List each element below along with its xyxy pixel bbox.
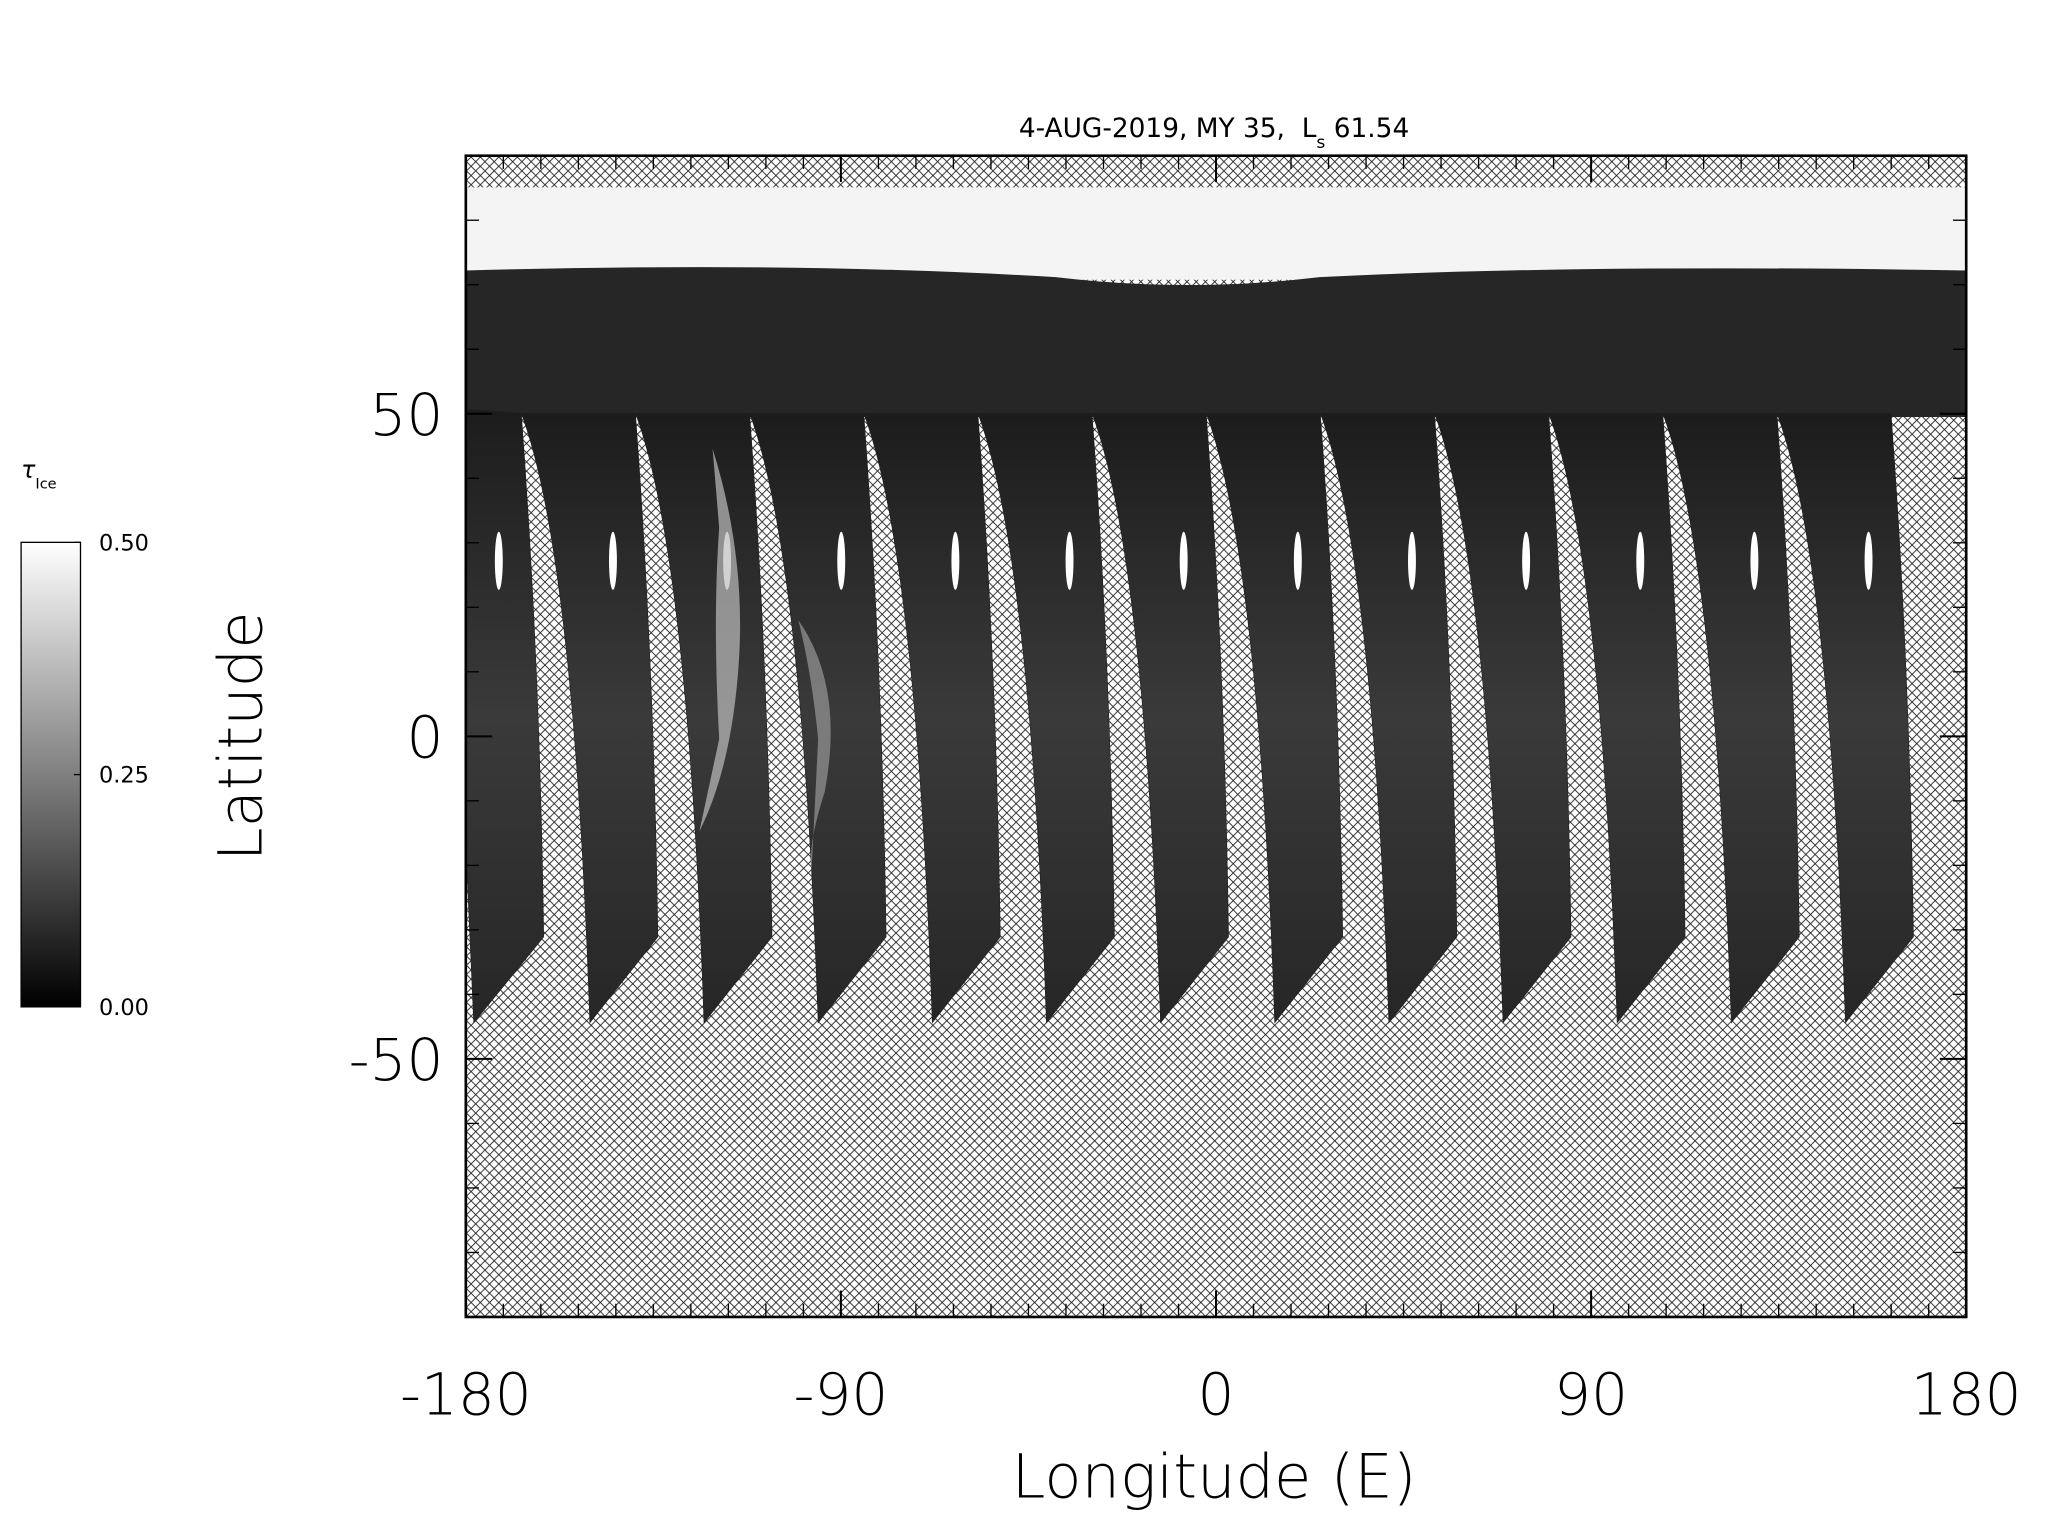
y-tick-label: 50 (370, 381, 444, 449)
bright-cloud (798, 620, 831, 871)
bright-cloud (699, 448, 741, 832)
swath-hole (1408, 531, 1416, 590)
colorbar-symbol: τ (21, 456, 36, 484)
x-tick-label: -180 (400, 1361, 532, 1429)
swath-hole (837, 531, 846, 590)
swath (520, 412, 659, 1024)
colorbar-tick-label: 0.25 (99, 763, 149, 789)
swath (1662, 412, 1800, 1024)
swath (1319, 412, 1458, 1024)
y-axis-title: Latitude (206, 611, 276, 861)
chart-title: 4-AUG-2019, MY 35, Ls 61.54 (1019, 114, 1409, 153)
swath (977, 412, 1115, 1024)
swath (1091, 412, 1229, 1024)
swath-hole (1864, 531, 1873, 590)
swath (1433, 412, 1572, 1024)
colorbar-tick-label: 0.50 (99, 530, 149, 556)
plot-root: 4-AUG-2019, MY 35, Ls 61.54 τIce Longitu… (20, 114, 2022, 1513)
swath-hole (1065, 531, 1074, 590)
y-tick-label: -50 (349, 1026, 444, 1094)
colorbar-tick-label: 0.00 (99, 995, 149, 1021)
title-subscript: s (1316, 133, 1325, 153)
swath (1548, 412, 1686, 1024)
y-tick-label: 0 (406, 703, 443, 771)
colorbar (20, 541, 82, 1008)
title-part: 4-AUG-2019, MY 35, L (1019, 114, 1317, 144)
swath-top (465, 267, 1967, 417)
swath (863, 412, 1001, 1024)
swath-hole (1636, 531, 1645, 590)
swath (1205, 412, 1344, 1024)
x-tick-label: 0 (1198, 1361, 1235, 1429)
x-axis-title: Longitude (E) (1012, 1443, 1417, 1513)
swath (634, 412, 773, 1024)
swath-hole (1293, 531, 1302, 590)
title-part: 61.54 (1325, 114, 1409, 144)
swath-hole (951, 531, 960, 590)
polar-cap (465, 187, 1967, 280)
swath-hole (608, 531, 617, 590)
swath-hole (1522, 531, 1531, 590)
colorbar-title: τIce (21, 456, 57, 493)
swath (465, 408, 545, 1024)
x-tick-label: 180 (1911, 1361, 2022, 1429)
x-tick-label: 90 (1554, 1361, 1628, 1429)
swath (1776, 412, 1914, 1024)
x-tick-label: -90 (794, 1361, 889, 1429)
colorbar-subscript: Ice (35, 476, 56, 492)
swath-hole (1750, 531, 1759, 590)
swath-hole (494, 531, 503, 590)
swath-hole (1179, 531, 1188, 590)
